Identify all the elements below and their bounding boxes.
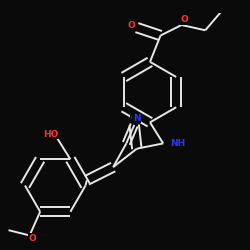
Text: N: N xyxy=(133,114,141,123)
Text: O: O xyxy=(28,234,36,242)
Text: NH: NH xyxy=(170,139,185,148)
Text: O: O xyxy=(180,15,188,24)
Text: HO: HO xyxy=(43,130,58,139)
Text: O: O xyxy=(130,114,138,123)
Text: O: O xyxy=(128,20,136,30)
